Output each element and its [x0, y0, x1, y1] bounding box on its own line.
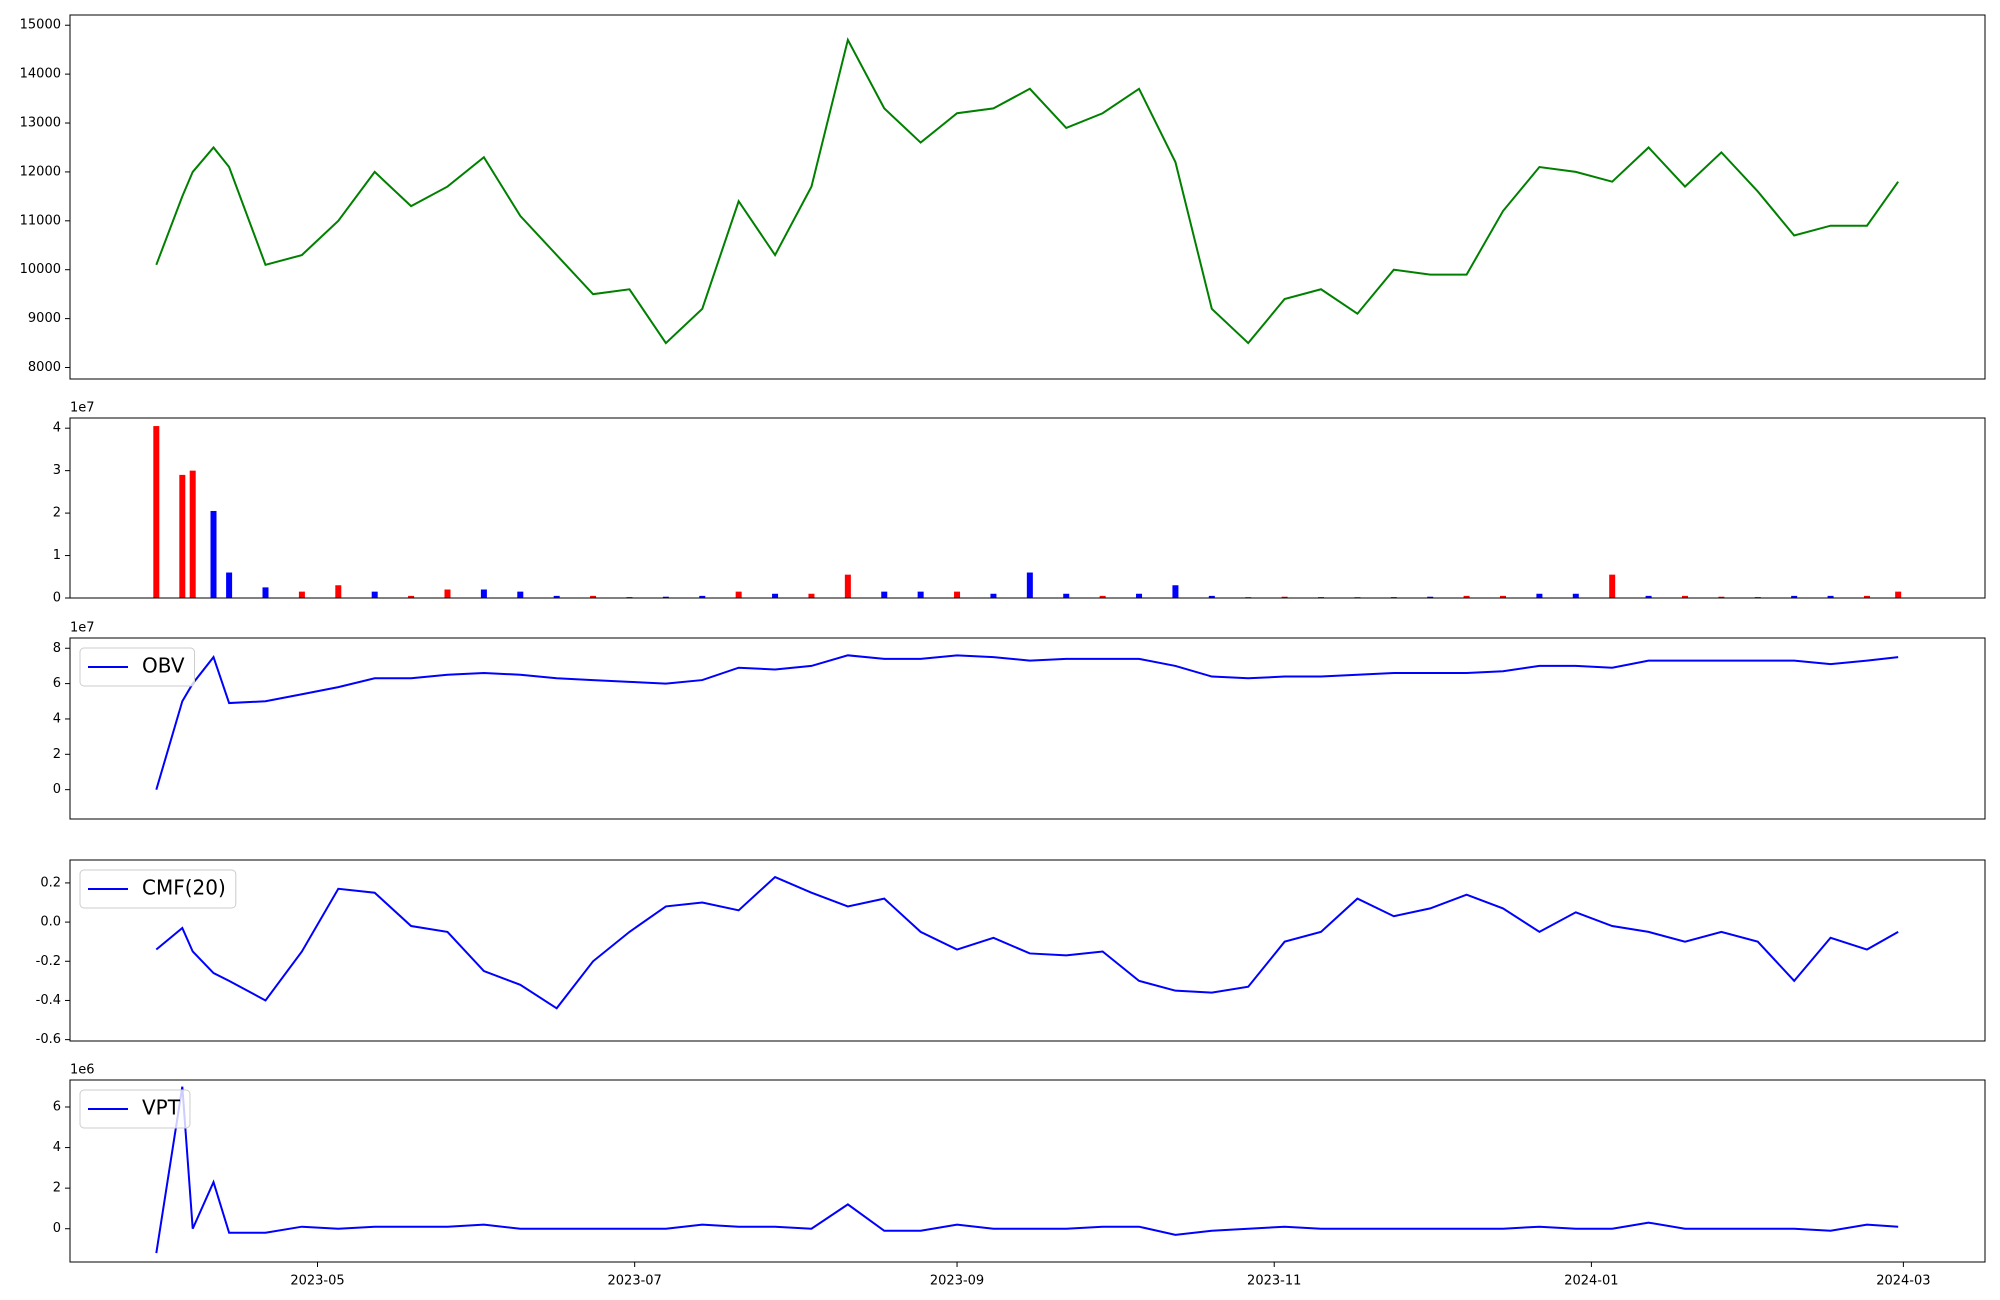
y-tick-label: 12000: [20, 164, 61, 179]
x-tick-label: 2024-03: [1876, 1274, 1930, 1289]
y-tick-label: 10000: [20, 262, 61, 277]
bar: [408, 595, 415, 598]
bar: [1536, 593, 1543, 598]
y-tick-label: 6: [53, 1099, 61, 1114]
bar: [1099, 595, 1106, 598]
bar: [990, 593, 997, 598]
y-tick-label: 2: [53, 1181, 61, 1196]
y-tick-label: -0.2: [36, 954, 61, 969]
bar: [480, 589, 487, 598]
legend-box: [79, 869, 237, 909]
bar: [881, 591, 888, 598]
x-tick-label: 2023-11: [1247, 1274, 1301, 1289]
bar: [917, 591, 924, 598]
bar: [189, 470, 196, 598]
y-tick-label: 4: [53, 421, 61, 436]
legend-box: [79, 1089, 191, 1129]
y-offset-label: 1e7: [70, 621, 95, 636]
y-tick-label: 0: [53, 591, 61, 606]
bar: [808, 593, 815, 598]
axes-frame: [69, 14, 1986, 380]
y-tick-label: 4: [53, 1140, 61, 1155]
bar: [1463, 595, 1470, 598]
y-tick-label: 6: [53, 676, 61, 691]
y-tick-label: 3: [53, 463, 61, 478]
bar: [735, 591, 742, 598]
bar: [1572, 593, 1579, 598]
y-tick-label: 4: [53, 711, 61, 726]
bar: [1208, 595, 1215, 598]
y-tick-label: 11000: [20, 213, 61, 228]
axes-frame: [69, 1079, 1986, 1263]
axes-frame: [69, 859, 1986, 1042]
y-tick-label: 13000: [20, 116, 61, 131]
y-tick-label: 1: [53, 548, 61, 563]
bar: [298, 591, 305, 598]
y-tick-label: -0.6: [36, 1032, 61, 1047]
x-tick-label: 2023-05: [290, 1274, 344, 1289]
y-tick-label: 9000: [28, 311, 61, 326]
bar: [1427, 596, 1434, 598]
y-tick-label: 14000: [20, 67, 61, 82]
data-line: [155, 875, 1899, 1010]
bar: [153, 426, 160, 598]
axes-frame: [69, 637, 1986, 820]
bar: [262, 587, 269, 598]
bar: [371, 591, 378, 598]
bar: [1681, 595, 1688, 598]
bar: [553, 595, 560, 598]
x-tick-label: 2024-01: [1564, 1274, 1618, 1289]
bar: [1791, 595, 1798, 598]
bar: [844, 574, 851, 598]
bar: [1172, 585, 1179, 598]
axes-frame: [69, 417, 1986, 599]
bar: [1136, 593, 1143, 598]
y-tick-label: 0: [53, 782, 61, 797]
data-line: [155, 654, 1899, 790]
x-tick-label: 2023-07: [608, 1274, 662, 1289]
bar: [335, 585, 342, 598]
legend-label: VPT: [142, 1096, 181, 1120]
y-tick-label: -0.4: [36, 993, 61, 1008]
bar: [1863, 595, 1870, 598]
y-offset-label: 1e7: [70, 401, 95, 416]
y-offset-label: 1e6: [70, 1063, 95, 1078]
bar: [1609, 574, 1616, 598]
bar: [954, 591, 961, 598]
y-tick-label: 0: [53, 1221, 61, 1236]
bar: [1063, 593, 1070, 598]
bar: [444, 589, 451, 598]
bar: [179, 474, 186, 598]
y-tick-label: 15000: [20, 18, 61, 33]
legend-box: [79, 647, 196, 687]
y-tick-label: 2: [53, 506, 61, 521]
bar: [1645, 595, 1652, 598]
y-tick-label: 0.2: [40, 875, 61, 890]
y-tick-label: 8: [53, 641, 61, 656]
bar: [210, 510, 217, 598]
y-tick-label: 2: [53, 747, 61, 762]
bar: [1500, 595, 1507, 598]
data-line: [155, 37, 1899, 345]
data-line: [155, 1086, 1899, 1254]
bar: [1895, 591, 1902, 598]
bar: [1026, 572, 1033, 598]
bar: [590, 595, 597, 598]
x-tick-label: 2023-09: [930, 1274, 984, 1289]
bar: [226, 572, 233, 598]
legend-label: CMF(20): [142, 876, 226, 900]
bar: [772, 593, 779, 598]
y-tick-label: 0.0: [40, 915, 61, 930]
bar: [1718, 596, 1725, 598]
bar: [1827, 595, 1834, 598]
legend-label: OBV: [142, 654, 185, 678]
bar: [699, 595, 706, 598]
bar: [662, 596, 669, 598]
bar: [517, 591, 524, 598]
y-tick-label: 8000: [28, 360, 61, 375]
bar: [1281, 596, 1288, 598]
